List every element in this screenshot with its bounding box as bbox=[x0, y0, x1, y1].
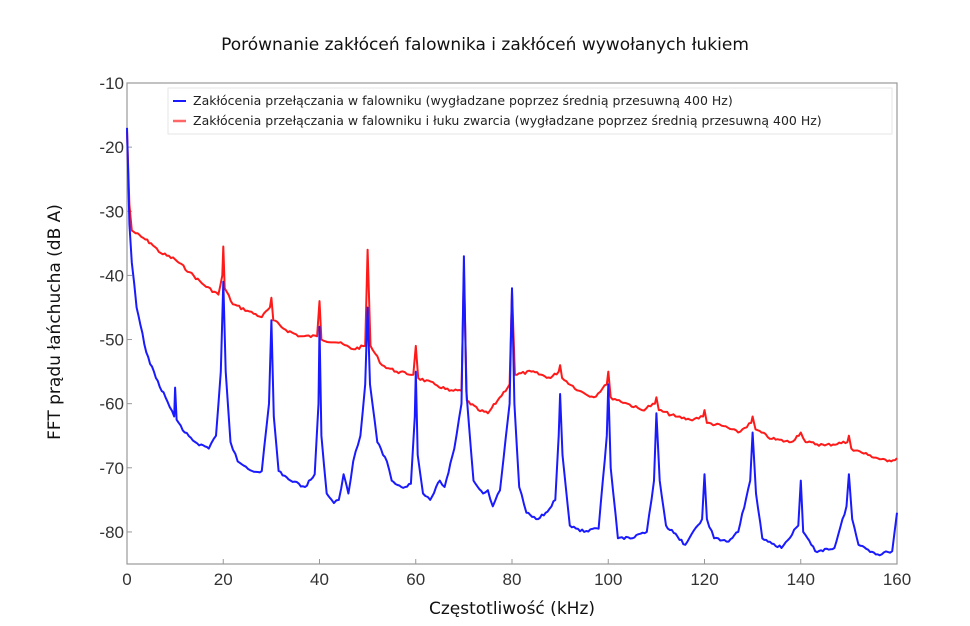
y-tick-label: -20 bbox=[99, 138, 124, 157]
y-tick-label: -60 bbox=[99, 395, 124, 414]
y-tick-label: -50 bbox=[99, 331, 124, 350]
series-line-blue bbox=[126, 127, 898, 557]
x-tick-label: 160 bbox=[883, 570, 911, 589]
y-tick-label: -30 bbox=[99, 202, 124, 221]
x-tick-label: 20 bbox=[214, 570, 233, 589]
x-tick-label: 120 bbox=[690, 570, 718, 589]
y-tick-label: -80 bbox=[99, 523, 124, 542]
legend: Zakłócenia przełączania w falowniku (wyg… bbox=[167, 87, 893, 135]
x-tick-label: 40 bbox=[310, 570, 329, 589]
x-tick-label: 60 bbox=[406, 570, 425, 589]
legend-entry-2: Zakłócenia przełączania w falowniku i łu… bbox=[193, 113, 822, 128]
x-axis-label: Częstotliwość (kHz) bbox=[429, 599, 595, 619]
x-tick-label: 100 bbox=[594, 570, 622, 589]
y-tick-label: -70 bbox=[99, 459, 124, 478]
legend-entry-1: Zakłócenia przełączania w falowniku (wyg… bbox=[193, 93, 733, 108]
y-tick-label: -10 bbox=[99, 74, 124, 93]
legend-box bbox=[167, 87, 893, 135]
series-layer bbox=[126, 127, 898, 557]
x-tick-label: 0 bbox=[122, 570, 131, 589]
y-tick-label: -40 bbox=[99, 266, 124, 285]
x-tick-label: 80 bbox=[503, 570, 522, 589]
y-axis-label: FFT prądu łańchucha (dB A) bbox=[45, 204, 65, 440]
x-tick-label: 140 bbox=[787, 570, 815, 589]
chart-title: Porównanie zakłóceń falownika i zakłóceń… bbox=[221, 35, 749, 55]
